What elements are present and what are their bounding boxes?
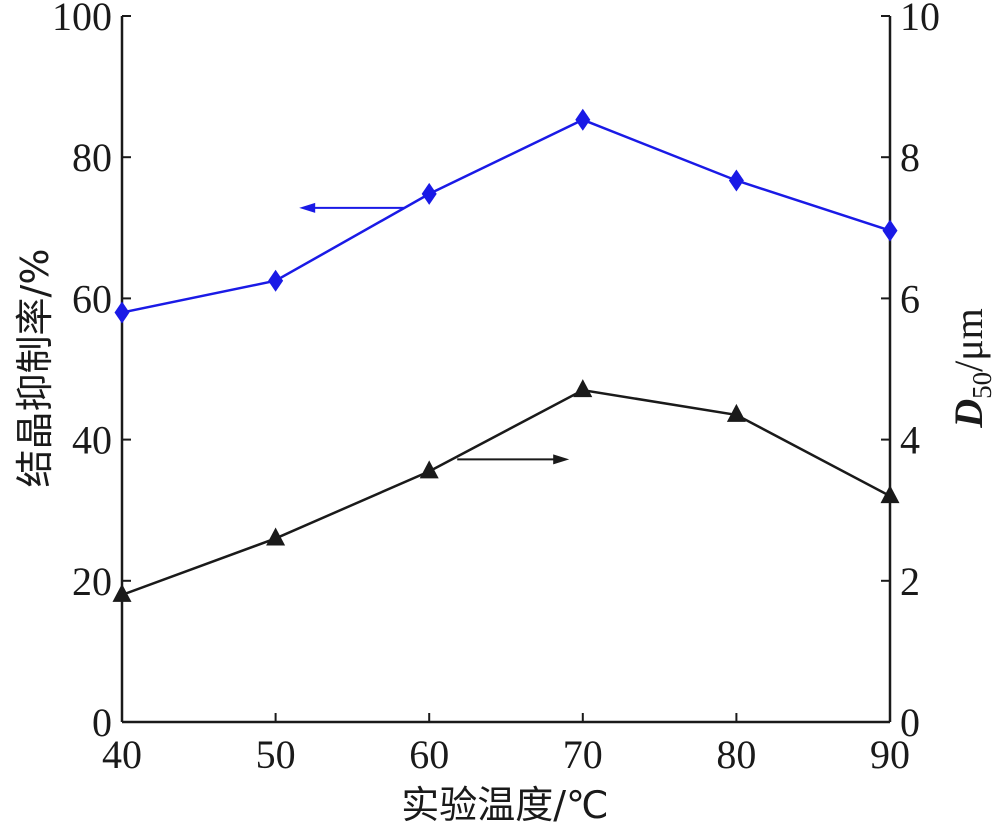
y-left-tick-label: 100 <box>52 0 112 39</box>
y-left-axis-title: 结晶抑制率/% <box>13 249 57 488</box>
y-left-tick-label: 80 <box>72 135 112 180</box>
y-right-title-main: D <box>946 399 991 429</box>
series-arrows <box>299 203 569 464</box>
y-left-tick-label: 0 <box>92 700 112 745</box>
chart: 40 50 60 70 80 900204060801000246810 实验温度/℃ 结… <box>0 0 1000 833</box>
y-right-tick-label: 8 <box>900 135 920 180</box>
y-right-axis-title: D50/μm <box>946 308 997 429</box>
axes <box>122 16 890 722</box>
y-right-title-unit: /μm <box>946 308 991 372</box>
y-right-tick-label: 6 <box>900 276 920 321</box>
x-tick-label: 60 <box>409 732 449 777</box>
data-point-diamond <box>575 109 590 131</box>
y-left-tick-label: 60 <box>72 276 112 321</box>
x-tick-label: 80 <box>716 732 756 777</box>
data-point-diamond <box>422 183 437 205</box>
left-axis-arrowhead <box>299 203 315 213</box>
x-axis-title: 实验温度/℃ <box>401 783 608 827</box>
y-right-tick-label: 4 <box>900 418 920 463</box>
y-right-tick-label: 10 <box>900 0 940 39</box>
y-right-title-sub: 50 <box>967 372 997 399</box>
series-line-diamond <box>122 120 890 313</box>
y-left-tick-label: 20 <box>72 559 112 604</box>
x-tick-label: 70 <box>563 732 603 777</box>
data-point-diamond <box>729 169 744 191</box>
series-layer <box>113 109 900 602</box>
data-point-triangle <box>573 379 592 397</box>
y-right-tick-label: 2 <box>900 559 920 604</box>
data-point-triangle <box>881 485 900 503</box>
x-tick-label: 50 <box>256 732 296 777</box>
right-axis-arrowhead <box>553 454 569 464</box>
data-point-diamond <box>268 270 283 292</box>
data-point-triangle <box>420 460 439 478</box>
series-line-triangle <box>122 390 890 595</box>
y-left-tick-label: 40 <box>72 418 112 463</box>
y-right-tick-label: 0 <box>900 700 920 745</box>
data-point-diamond <box>883 220 898 242</box>
data-point-diamond <box>115 302 130 324</box>
